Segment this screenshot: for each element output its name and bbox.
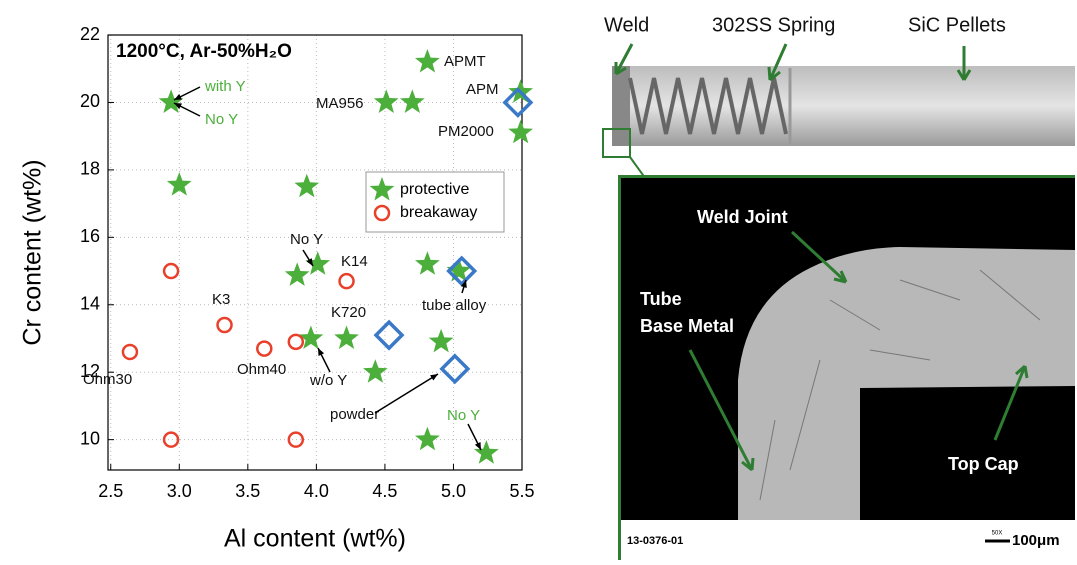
- micro-label: Top Cap: [948, 454, 1019, 474]
- legend-label: breakaway: [400, 204, 477, 221]
- annotation: tube alloy: [422, 297, 487, 314]
- circle-point: [164, 264, 178, 278]
- annotation: K14: [341, 253, 368, 270]
- annotation: Ohm40: [237, 361, 286, 378]
- diamond-point: [442, 356, 468, 382]
- circle-point: [218, 318, 232, 332]
- star-point: [508, 120, 533, 144]
- star-point: [415, 49, 440, 73]
- annotation: K3: [212, 291, 230, 308]
- circle-point: [257, 342, 271, 356]
- figure: Weld 302SS Spring SiC Pellets Weld Joint…: [0, 0, 1077, 560]
- y-tick-label: 10: [80, 428, 100, 448]
- star-point: [429, 329, 454, 353]
- annotation: PM2000: [438, 123, 494, 140]
- star-point: [415, 251, 440, 274]
- photo-label: 302SS Spring: [712, 14, 835, 36]
- photo-label: SiC Pellets: [908, 14, 1006, 36]
- star-point: [363, 359, 388, 383]
- annotation: with Y: [204, 78, 246, 95]
- annotation: K720: [331, 304, 366, 321]
- star-point: [334, 326, 359, 350]
- annotation: No Y: [447, 407, 480, 424]
- annotation: w/o Y: [309, 372, 347, 389]
- y-tick-label: 16: [80, 226, 100, 246]
- arrow-head: [306, 258, 313, 266]
- annotation: Ohm30: [83, 371, 132, 388]
- micrograph: [618, 175, 1075, 560]
- x-tick-label: 3.5: [235, 481, 260, 501]
- magnification: 50X: [992, 531, 1003, 537]
- x-tick-label: 4.5: [372, 481, 397, 501]
- scale-bar: 100μm: [1012, 532, 1060, 549]
- circle-point: [123, 345, 137, 359]
- annotation: No Y: [290, 231, 323, 248]
- star-point: [294, 174, 319, 198]
- x-tick-label: 5.0: [441, 481, 466, 501]
- chart-title: 1200°C, Ar-50%H₂O: [116, 41, 292, 62]
- x-tick-label: 5.5: [509, 481, 534, 501]
- y-tick-label: 18: [80, 159, 100, 179]
- x-axis-title: Al content (wt%): [224, 525, 406, 553]
- y-tick-label: 20: [80, 91, 100, 111]
- y-tick-label: 14: [80, 294, 100, 314]
- star-point: [285, 262, 310, 286]
- star-point: [415, 427, 440, 451]
- micro-label: Tube: [640, 289, 682, 309]
- circle-point: [289, 335, 303, 349]
- star-point: [167, 172, 192, 196]
- legend-label: protective: [400, 181, 469, 198]
- page: {"chart_data": {"type": "scatter", "titl…: [0, 0, 1077, 560]
- circle-point: [164, 433, 178, 447]
- arrow-head: [430, 374, 438, 381]
- x-tick-label: 2.5: [98, 481, 123, 501]
- micro-label: Weld Joint: [697, 207, 788, 227]
- y-axis-title: Cr content (wt%): [19, 159, 47, 345]
- diamond-point: [376, 322, 402, 348]
- circle-point: [340, 274, 354, 288]
- y-tick-label: 22: [80, 24, 100, 44]
- annotation: powder: [330, 406, 379, 423]
- x-tick-label: 4.0: [304, 481, 329, 501]
- x-tick-label: 3.0: [167, 481, 192, 501]
- annotation: No Y: [205, 111, 238, 128]
- star-point: [400, 89, 425, 113]
- annotation: APM: [466, 81, 499, 98]
- annotation: MA956: [316, 95, 364, 112]
- sample-id: 13-0376-01: [627, 535, 683, 547]
- micro-label: Base Metal: [640, 316, 734, 336]
- star-point: [374, 89, 399, 113]
- photo-label: Weld: [604, 14, 649, 36]
- star-point: [159, 89, 184, 113]
- annotation: APMT: [444, 53, 486, 70]
